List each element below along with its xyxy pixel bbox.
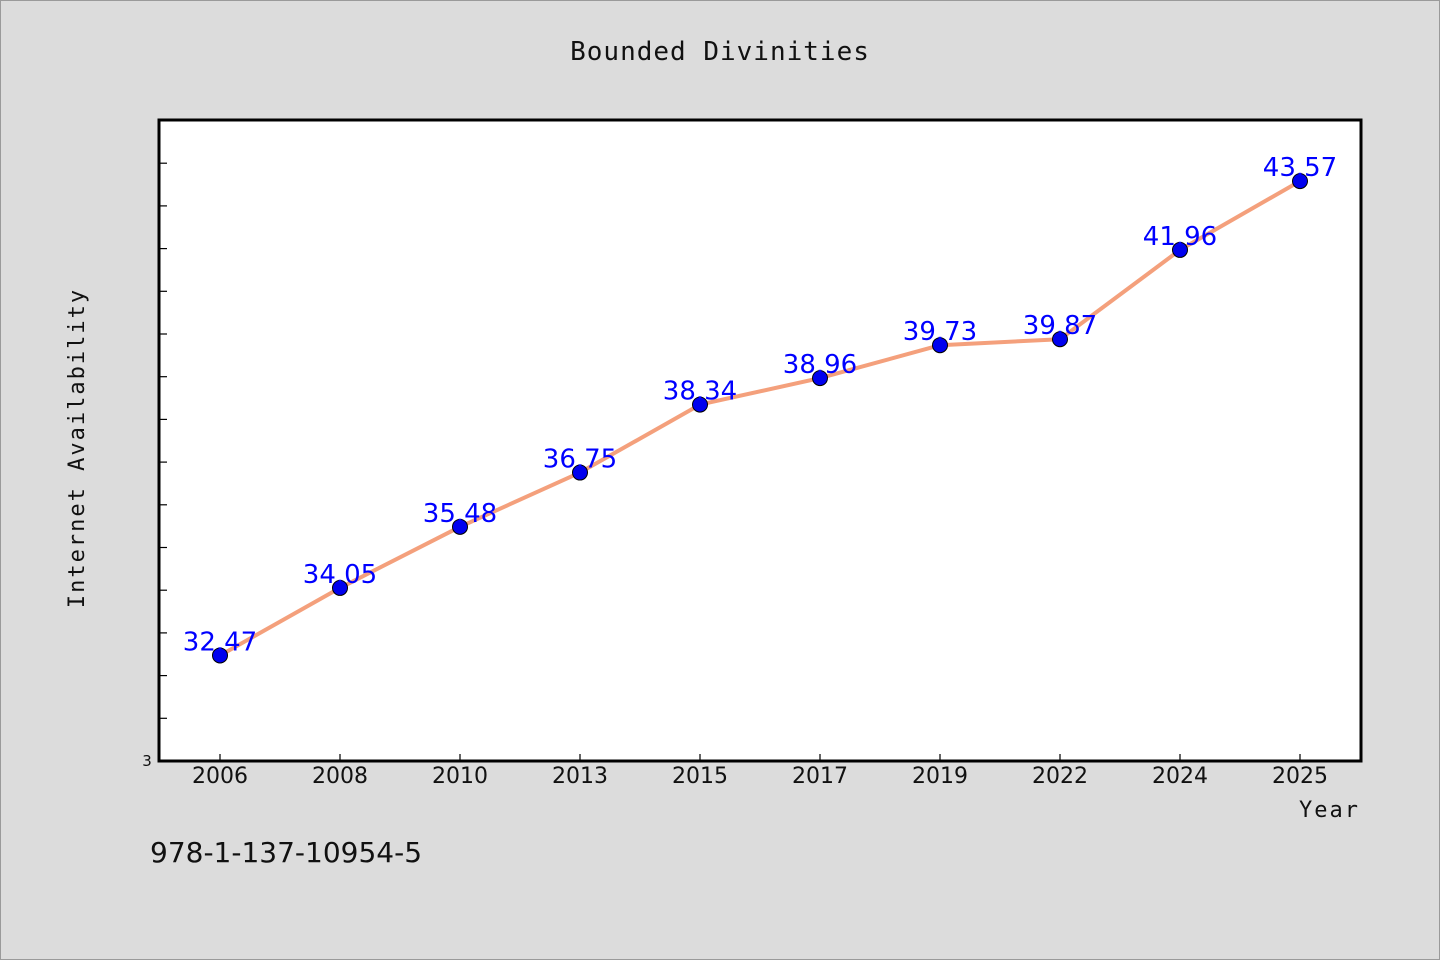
data-label: 32.47	[183, 627, 257, 657]
x-tick-label: 2015	[672, 764, 728, 789]
data-label: 41.96	[1143, 222, 1217, 252]
data-point	[212, 647, 228, 664]
data-point	[572, 464, 588, 481]
chart-title: Bounded Divinities	[570, 37, 870, 67]
data-point	[692, 396, 708, 413]
isbn-text: 978-1-137-10954-5	[150, 836, 422, 869]
x-tick-label: 2006	[192, 764, 248, 789]
series-line	[219, 179, 1301, 658]
data-label: 36.75	[543, 445, 617, 475]
x-tick-label: 2024	[1152, 764, 1208, 789]
y-axis-ticks	[160, 162, 167, 719]
data-label: 35.48	[423, 499, 497, 529]
data-point	[1292, 173, 1308, 190]
data-point	[1172, 241, 1188, 258]
data-label: 39.73	[903, 317, 977, 347]
x-tick-label: 2019	[912, 764, 968, 789]
x-axis-ticks: 2006 2008 2010 2013 2015 2017 2019 2022 2024 2025	[192, 754, 1328, 789]
data-point	[932, 337, 948, 354]
data-label: 38.34	[663, 377, 737, 407]
data-label: 38.96	[783, 350, 857, 380]
y-tick-label: 3	[142, 752, 152, 770]
x-tick-label: 2010	[432, 764, 488, 789]
x-tick-label: 2025	[1272, 764, 1328, 789]
data-label: 39.87	[1023, 311, 1097, 341]
data-point	[1052, 331, 1068, 348]
data-labels: 32.47 34.05 35.48 36.75 38.34 38.96 39.73 39.87…	[183, 153, 1337, 657]
data-point	[332, 579, 348, 596]
plot-area	[157, 118, 1363, 763]
data-label: 43.57	[1263, 153, 1337, 183]
x-tick-label: 2022	[1032, 764, 1088, 789]
series-markers	[212, 173, 1308, 664]
x-tick-label: 2013	[552, 764, 608, 789]
data-point	[452, 518, 468, 535]
y-axis-title: Internet Availability	[65, 288, 90, 608]
x-tick-label: 2008	[312, 764, 368, 789]
x-tick-label: 2017	[792, 764, 848, 789]
data-label: 34.05	[303, 560, 377, 590]
x-axis-title: Year	[1299, 798, 1360, 823]
data-point	[812, 370, 828, 387]
